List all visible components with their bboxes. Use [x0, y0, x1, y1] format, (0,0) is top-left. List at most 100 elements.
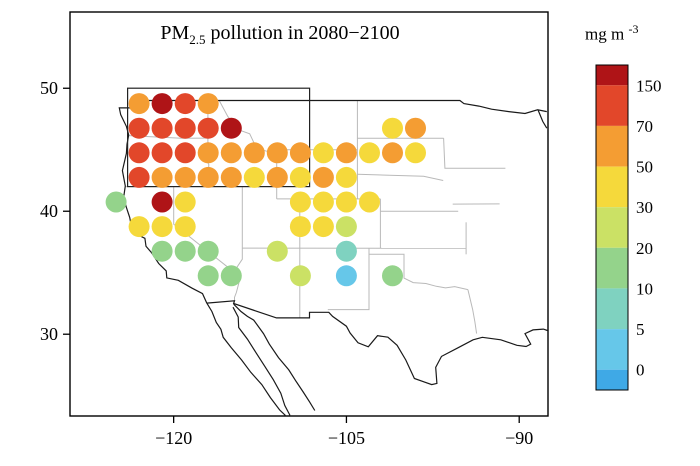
data-point	[174, 191, 196, 213]
map-plot-area	[105, 87, 548, 416]
country-outline-line	[232, 306, 291, 416]
data-point	[312, 166, 334, 188]
title-subscript: 2.5	[189, 32, 206, 47]
country-outline-line	[206, 300, 548, 386]
colorbar-tick-label: 0	[636, 361, 645, 380]
country-outline-line	[136, 99, 547, 115]
colorbar-segment	[596, 288, 628, 329]
title-prefix: PM	[160, 22, 190, 44]
colorbar-tick-label: 50	[636, 158, 653, 177]
country-outline-line	[233, 303, 316, 411]
data-point	[335, 265, 357, 287]
data-point	[289, 265, 311, 287]
data-point	[266, 166, 288, 188]
colorbar-tick-label: 70	[636, 117, 653, 136]
colorbar-segment	[596, 369, 628, 390]
state-border-line	[128, 135, 209, 139]
x-tick-label: −120	[155, 428, 192, 448]
colorbar-tick-label: 30	[636, 198, 653, 217]
data-point	[289, 191, 311, 213]
data-point	[405, 142, 426, 164]
data-point	[151, 166, 173, 188]
state-border-line	[369, 253, 469, 291]
country-outline-line	[206, 302, 286, 416]
data-point	[243, 142, 265, 164]
data-point	[335, 191, 357, 213]
data-point	[151, 93, 173, 115]
data-point	[128, 117, 150, 139]
data-point	[128, 166, 150, 188]
data-point	[382, 265, 403, 287]
data-point	[289, 142, 311, 164]
data-point	[220, 117, 242, 139]
country-outline-layer	[118, 99, 548, 416]
data-point	[128, 216, 150, 238]
chart-title: PM2.5 pollution in 2080−2100	[100, 22, 460, 48]
data-point	[197, 93, 219, 115]
title-suffix: pollution in 2080−2100	[205, 22, 400, 44]
data-point	[197, 265, 219, 287]
colorbar-unit-label: mg m -3	[585, 22, 638, 45]
data-point	[197, 240, 219, 262]
data-point	[266, 240, 288, 262]
data-point	[151, 117, 173, 139]
country-outline-line	[118, 100, 208, 304]
data-point	[197, 166, 219, 188]
x-tick-label: −105	[328, 428, 365, 448]
colorbar-segment	[596, 85, 628, 126]
colorbar-tick-label: 20	[636, 239, 653, 258]
data-point	[151, 216, 173, 238]
data-point	[335, 216, 357, 238]
data-point	[312, 142, 334, 164]
colorbar-frame	[595, 64, 629, 391]
data-point	[335, 166, 357, 188]
data-point	[174, 93, 196, 115]
y-axis: 50 40 30	[40, 78, 70, 344]
data-point	[243, 166, 265, 188]
data-point	[382, 117, 403, 139]
data-point	[151, 240, 173, 262]
colorbar-tick-label: 10	[636, 279, 653, 298]
data-point	[220, 265, 242, 287]
colorbar-segment	[596, 329, 628, 370]
colorbar-segment	[596, 125, 628, 167]
state-border-line	[443, 138, 506, 169]
x-tick-label: −90	[505, 428, 533, 448]
y-tick-label: 50	[40, 78, 58, 98]
state-border-line	[327, 248, 370, 311]
data-point	[105, 191, 127, 213]
y-tick-label: 40	[40, 201, 58, 221]
data-point	[220, 142, 242, 164]
colorbar-tick-label: 5	[636, 320, 645, 339]
unit-exponent: -3	[628, 22, 639, 36]
country-outline-line	[537, 110, 548, 129]
data-point	[335, 142, 357, 164]
unit-text: mg m	[585, 24, 625, 44]
data-point	[174, 117, 196, 139]
data-point	[289, 166, 311, 188]
colorbar-segment	[596, 207, 628, 248]
x-axis: −120 −105 −90	[155, 416, 533, 448]
data-point	[151, 191, 173, 213]
data-point	[128, 93, 150, 115]
data-point	[335, 240, 357, 262]
data-point	[382, 142, 403, 164]
data-point	[312, 191, 334, 213]
data-point	[174, 142, 196, 164]
state-border-line	[467, 289, 478, 334]
data-point	[174, 216, 196, 238]
data-point	[197, 117, 219, 139]
data-point	[312, 216, 334, 238]
colorbar-segment	[596, 166, 628, 208]
data-point	[220, 166, 242, 188]
data-point	[266, 142, 288, 164]
data-point	[289, 216, 311, 238]
data-point	[405, 117, 426, 139]
data-point	[128, 142, 150, 164]
study-region-box	[126, 87, 311, 188]
data-point	[151, 142, 173, 164]
colorbar-segment	[596, 65, 628, 86]
state-border-line	[357, 173, 444, 181]
